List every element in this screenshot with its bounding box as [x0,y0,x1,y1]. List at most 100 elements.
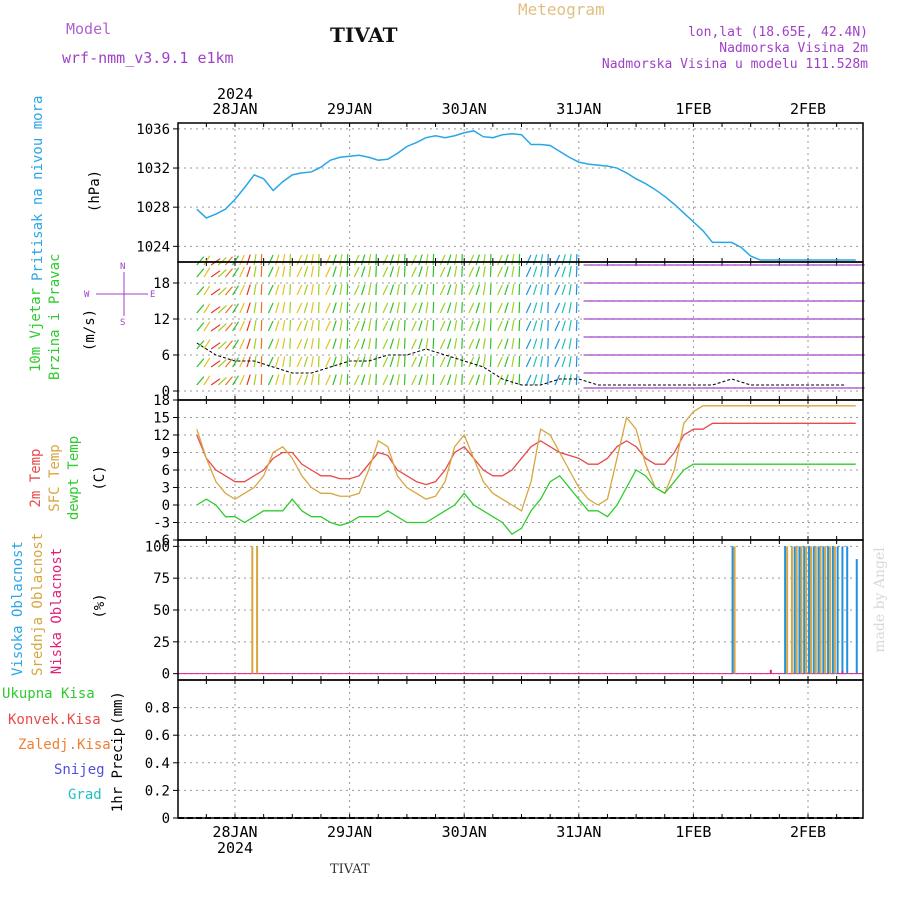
wind-arrow [368,356,372,368]
wind-arrow [511,302,515,314]
wind-arrow [568,266,572,278]
wind-arrow [468,374,475,386]
wind-arrow [203,285,211,296]
wind-arrow [568,284,572,296]
wind-arrow [332,254,337,266]
y-tick-label: 18 [153,393,170,409]
wind-arrow [561,254,566,266]
wind-arrow [525,374,532,386]
wind-arrow [325,254,331,266]
wind-arrow [232,339,240,350]
wind-arrow [396,266,400,278]
wind-arrow [389,284,395,296]
wind-arrow [568,338,572,350]
wind-arrow [296,302,303,314]
wind-arrow [296,320,303,332]
wind-arrow [396,284,400,296]
y-tick-label: -3 [153,516,170,532]
y-tick-label: 0.2 [145,783,170,799]
wind-arrow [418,374,423,386]
legend-konvek: Konvek.Kisa [8,712,101,728]
wind-arrow [454,302,458,314]
wind-arrow [411,254,417,266]
wind-arrow [554,284,561,296]
wind-arrow [504,284,509,296]
wind-arrow [360,266,366,278]
wind-arrow [196,268,205,278]
wind-arrow [282,338,286,350]
wind-arrow [310,374,314,386]
wind-arrow [239,302,245,314]
y-tick-label: 1024 [136,239,170,255]
wind-arrow [425,338,429,350]
high-cloud-bar [846,546,849,674]
mid-cloud-bar [256,546,259,674]
wind-arrow [246,320,251,332]
wind-arrow [389,266,395,278]
wind-arrow [482,284,486,296]
wind-arrow [568,254,572,266]
mid-cloud-bar [819,546,822,674]
wind-arrow [203,255,211,266]
y-tick-label: 0 [162,498,170,514]
high-cloud-bar [803,546,806,674]
wind-arrow [282,356,286,368]
wind-arrow [332,302,337,314]
wind-arrow [482,266,486,278]
wind-arrow [511,356,515,368]
wind-arrow [439,254,446,266]
date-label-top: 1FEB [675,100,711,118]
wind-arrow [303,254,309,266]
wind-arrow [525,302,532,314]
pressure-line [196,130,856,261]
lonlat-label: lon,lat (18.65E, 42.4N) [687,25,868,40]
wind-arrow [382,254,389,266]
wind-arrow [360,302,366,314]
date-label-top: 30JAN [442,100,487,118]
y-tick-label: 18 [153,276,170,292]
legend-zaledj: Zaledj.Kisa [18,737,111,753]
wind-arrow [246,338,251,350]
wind-arrow [246,284,251,296]
wind-arrow [540,254,544,266]
wind-arrow [411,374,417,386]
date-label-bottom: 28JAN [212,823,257,841]
wind-arrow [497,356,503,368]
wind-arrow [224,376,233,386]
wind-arrow [217,287,227,296]
compass-w: W [84,290,90,300]
wind-arrow [425,356,429,368]
wind-arrow [360,284,366,296]
wind-arrow [339,374,343,386]
wind-arrow [275,302,280,314]
y-tick-label: 0 [162,667,170,683]
wind-arrow [382,374,389,386]
date-label-bottom: 29JAN [327,823,372,841]
wind-arrow [532,320,538,332]
wind-arrow [232,267,240,278]
wind-arrow [196,304,205,314]
wind-arrow [425,374,429,386]
wind-arrow [525,338,532,350]
y-tick-label: 1036 [136,122,170,138]
wind-arrow [468,338,475,350]
wind-arrow [540,266,544,278]
wind-arrow [303,320,309,332]
wind-arrow [210,360,221,368]
wind-arrow [446,302,452,314]
y-tick-label: 9 [162,446,170,462]
high-cloud-bar [798,546,801,674]
mid-cloud-bar [810,546,812,674]
wind-arrow [275,266,280,278]
wind-arrow [554,302,561,314]
low-cloud-bar [841,671,844,674]
wind-arrow [454,284,458,296]
wind-arrow [325,266,331,278]
wind-arrow [232,303,240,314]
wind-arrow [296,254,303,266]
wind-arrow [439,302,446,314]
wind-arrow [554,374,561,386]
wind-arrow [253,254,257,266]
wind-arrow [325,320,331,332]
wind-arrow [568,320,572,332]
